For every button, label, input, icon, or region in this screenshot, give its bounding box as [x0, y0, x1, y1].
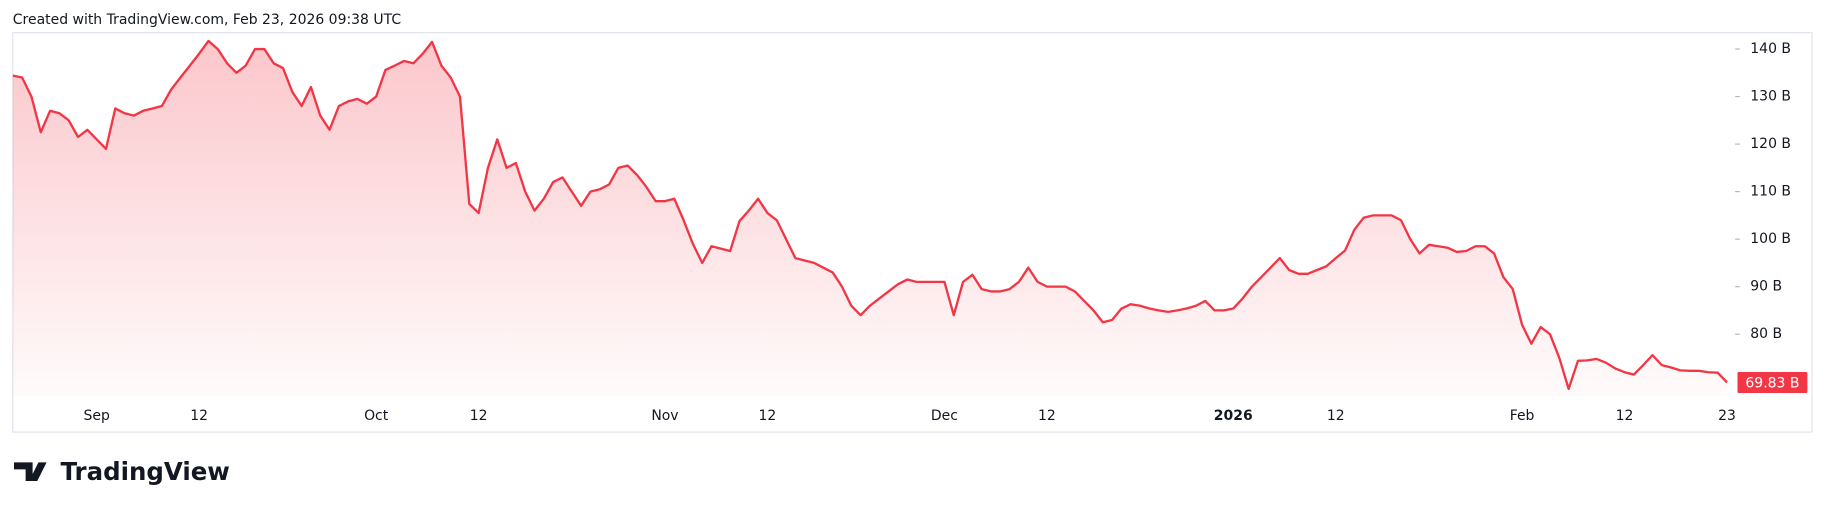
- last-value-box: [1737, 372, 1808, 394]
- brand-name: TradingView: [61, 457, 230, 486]
- plot: 80 B 90 B 100 B 110 B 120 B 130 B 140 B Sep 12 Oc…: [12, 39, 1808, 424]
- brand-logo: TradingView: [13, 457, 230, 486]
- x-tick-label: Dec: [931, 408, 958, 424]
- x-tick-label: 23: [1718, 408, 1736, 424]
- last-value-label: 69.83 B: [1745, 376, 1799, 392]
- x-tick-label: 2026: [1214, 408, 1253, 424]
- y-tick-label: 140 B: [1750, 41, 1791, 57]
- x-tick-label: Feb: [1510, 408, 1535, 424]
- x-tick-label: Sep: [83, 408, 109, 424]
- x-tick-label: Oct: [364, 408, 389, 424]
- y-tick-label: 110 B: [1750, 184, 1791, 200]
- x-tick-label: 12: [470, 408, 488, 424]
- area-fill: [12, 40, 1728, 396]
- x-tick-label: 12: [759, 408, 777, 424]
- y-tick-label: 100 B: [1750, 231, 1791, 247]
- logo-icon: [13, 462, 47, 482]
- x-tick-label: 12: [1327, 408, 1345, 424]
- price-line: [12, 39, 1728, 391]
- x-tick-label: Nov: [651, 408, 678, 424]
- y-tick-label: 130 B: [1750, 89, 1791, 105]
- y-tick-label: 90 B: [1750, 279, 1782, 295]
- y-tick-label: 80 B: [1750, 326, 1782, 342]
- x-tick-label: 12: [190, 408, 208, 424]
- x-tick-label: 12: [1616, 408, 1634, 424]
- y-tick-label: 120 B: [1750, 136, 1791, 152]
- created-note: Created with TradingView.com, Feb 23, 20…: [13, 12, 401, 28]
- x-tick-label: 12: [1038, 408, 1056, 424]
